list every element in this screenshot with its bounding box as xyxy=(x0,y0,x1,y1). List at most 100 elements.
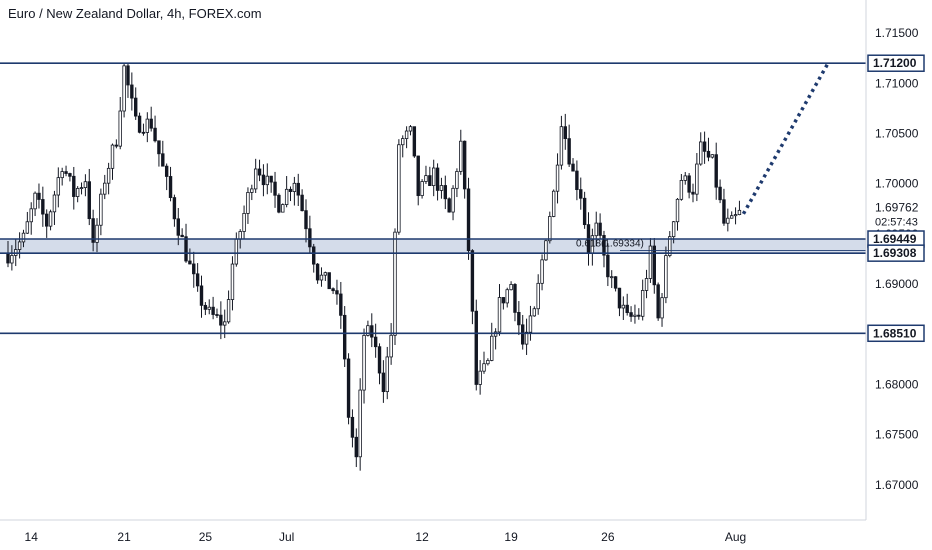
candle-body xyxy=(323,272,328,276)
candle-body xyxy=(52,194,57,213)
candle-body xyxy=(443,185,448,200)
candle-body xyxy=(617,287,622,309)
candle-body xyxy=(389,334,393,358)
candle-body xyxy=(180,234,184,238)
candle-body xyxy=(223,321,227,326)
candle-body xyxy=(602,235,606,256)
candle-body xyxy=(342,314,347,360)
candle-body xyxy=(462,140,467,190)
y-tick-label: 1.70500 xyxy=(875,126,919,140)
candle-body xyxy=(366,325,370,336)
candle-body xyxy=(10,255,14,264)
candle-body xyxy=(253,168,258,190)
candle-body xyxy=(319,274,324,281)
chart-title: Euro / New Zealand Dollar, 4h, FOREX.com xyxy=(8,6,262,21)
candle-body xyxy=(269,175,273,183)
candle-body xyxy=(706,150,711,158)
candle-body xyxy=(652,245,656,286)
candle-body xyxy=(37,192,41,200)
candle-body xyxy=(451,187,455,213)
candle-body xyxy=(114,144,119,147)
candle-body xyxy=(335,290,339,295)
candle-body xyxy=(250,188,254,193)
candle-body xyxy=(91,218,95,243)
candle-body xyxy=(339,293,343,316)
candle-body xyxy=(435,167,440,191)
candle-body xyxy=(567,138,571,165)
candle-body xyxy=(75,188,80,197)
candle-body xyxy=(149,118,153,129)
x-tick-label: 19 xyxy=(504,530,518,544)
candle-body xyxy=(621,304,626,309)
candle-body xyxy=(571,163,575,172)
candle-body xyxy=(528,315,533,333)
candle-body xyxy=(157,140,161,155)
candle-body xyxy=(579,189,583,199)
candle-body xyxy=(45,213,49,227)
candle-body xyxy=(153,127,157,142)
candle-body xyxy=(726,217,730,224)
candle-body xyxy=(671,221,676,238)
candle-body xyxy=(219,314,223,326)
candle-body xyxy=(540,259,544,284)
candle-body xyxy=(404,130,409,139)
current-price-label: 1.69762 xyxy=(875,201,919,215)
candle-body xyxy=(536,282,540,310)
y-tick-label: 1.69000 xyxy=(875,277,919,291)
candle-body xyxy=(455,171,459,189)
candle-body xyxy=(257,168,262,176)
candle-body xyxy=(281,204,285,213)
candle-body xyxy=(300,194,304,212)
candle-body xyxy=(203,304,208,310)
x-tick-label: 26 xyxy=(601,530,615,544)
candle-body xyxy=(327,272,331,290)
candle-body xyxy=(486,360,490,365)
candle-body xyxy=(230,263,235,300)
candle-body xyxy=(544,240,548,261)
candle-body xyxy=(548,216,552,242)
y-tick-label: 1.67500 xyxy=(875,428,919,442)
candle-body xyxy=(60,171,64,179)
candle-body xyxy=(563,126,567,140)
candle-body xyxy=(633,314,637,317)
candle-body xyxy=(25,221,30,234)
y-tick-label: 1.71500 xyxy=(875,26,919,40)
candle-body xyxy=(524,331,529,345)
candle-body xyxy=(358,389,362,458)
candle-body xyxy=(610,276,614,279)
candle-body xyxy=(83,181,88,189)
candle-body xyxy=(385,356,389,393)
candle-body xyxy=(164,165,169,177)
candle-body xyxy=(288,188,293,192)
candle-body xyxy=(87,181,91,220)
candle-body xyxy=(64,171,68,174)
candle-body xyxy=(424,175,428,182)
candle-body xyxy=(265,175,269,186)
candle-body xyxy=(161,153,165,167)
candle-body xyxy=(95,224,99,243)
candle-body xyxy=(192,263,196,275)
candle-body xyxy=(679,180,684,200)
candle-body xyxy=(207,306,211,310)
level-tag-label: 1.69308 xyxy=(873,246,917,260)
candle-body xyxy=(122,65,126,112)
candle-body xyxy=(48,211,53,227)
candle-body xyxy=(234,238,239,265)
candle-body xyxy=(215,314,219,316)
candle-body xyxy=(296,182,300,196)
candle-body xyxy=(21,232,26,243)
candle-body xyxy=(509,284,513,291)
candle-body xyxy=(431,167,436,186)
candle-body xyxy=(137,115,142,133)
candle-body xyxy=(598,222,602,236)
candle-body xyxy=(718,186,722,201)
candle-body xyxy=(416,155,420,196)
candle-body xyxy=(478,370,482,385)
candle-body xyxy=(33,192,37,210)
candle-body xyxy=(699,141,703,165)
candle-body xyxy=(606,254,610,278)
candle-body xyxy=(145,118,150,133)
candle-body xyxy=(660,297,664,319)
candle-body xyxy=(354,436,358,458)
